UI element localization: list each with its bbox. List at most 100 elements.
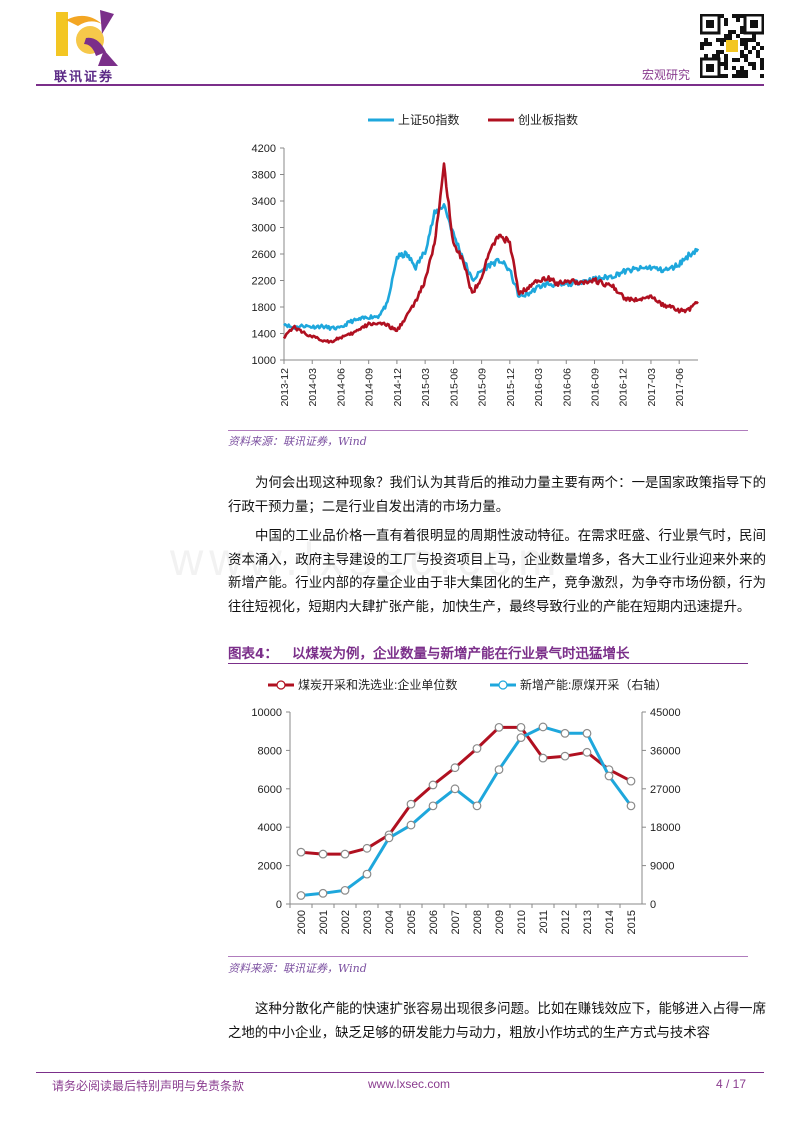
footer-disclaimer: 请务必阅读最后特别声明与免责条款 (52, 1079, 245, 1093)
qr-module (760, 46, 764, 50)
qr-module (724, 18, 728, 22)
x-tick-label: 2003 (362, 910, 374, 934)
qr-module (744, 42, 748, 46)
qr-logo (726, 40, 738, 52)
data-point-1 (626, 776, 636, 786)
qr-module (756, 42, 760, 46)
x-tick-label: 2017-06 (674, 368, 686, 407)
qr-module (736, 18, 740, 22)
x-tick-label: 2014 (604, 910, 616, 934)
y-tick-label: 4200 (252, 143, 276, 155)
qr-module (740, 70, 744, 74)
data-point-2 (450, 784, 460, 794)
footer-url[interactable]: www.lxsec.com (368, 1077, 451, 1091)
data-point-1 (472, 744, 482, 753)
data-point-2 (516, 733, 526, 742)
index-line-chart: 上证50指数 创业板指数 1000 1400 1800 2200 2600 3000 3400 3… (252, 112, 700, 407)
qr-module (720, 14, 724, 18)
qr-module (716, 38, 720, 42)
y-right-tick-label: 18000 (650, 822, 681, 834)
qr-module (740, 54, 744, 58)
qr-module (752, 62, 756, 66)
qr-module (736, 58, 740, 62)
series-line-2 (300, 725, 633, 897)
qr-module (748, 62, 752, 66)
legend-label-1: 上证50指数 (398, 112, 459, 127)
y-left-tick-label: 2000 (258, 861, 282, 873)
x-tick-label: 2015-09 (477, 368, 489, 407)
qr-module (720, 38, 724, 42)
data-point-2 (428, 801, 438, 811)
chart-1: 上证50指数 创业板指数 1000 1400 1800 2200 2600 3000 3400 3… (228, 104, 748, 434)
y-left-tick-label: 6000 (258, 784, 282, 796)
y-right-tick-label: 36000 (650, 745, 681, 757)
qr-finder-center (750, 20, 758, 28)
x-tick-label: 2016-09 (590, 368, 602, 407)
qr-module (760, 74, 764, 78)
y-tick-label: 3800 (252, 170, 276, 182)
x-tick-label: 2017-03 (646, 368, 658, 407)
paragraph-2: 中国的工业品价格一直有着很明显的周期性波动特征。在需求旺盛、行业景气时，民间资本… (228, 529, 766, 615)
qr-module (744, 58, 748, 62)
data-point-1 (406, 799, 416, 809)
x-tick-label: 2016-03 (533, 368, 545, 407)
data-point-2 (494, 765, 504, 774)
qr-module (732, 14, 736, 18)
header-category: 宏观研究 (642, 68, 691, 82)
qr-module (748, 38, 752, 42)
data-point-1 (450, 763, 460, 773)
footer-rule (36, 1072, 764, 1073)
logo (56, 10, 120, 66)
qr-module (712, 54, 716, 58)
y-left-tick-label: 10000 (251, 707, 282, 719)
qr-finder-center (706, 20, 714, 28)
qr-module (760, 62, 764, 66)
x-tick-label: 2013-12 (279, 368, 291, 407)
qr-module (760, 66, 764, 70)
qr-module (736, 70, 740, 74)
watermark: www.lxsec.com (170, 533, 563, 585)
qr-module (740, 74, 744, 78)
figure-4-rule (228, 663, 748, 664)
qr-module (736, 74, 740, 78)
data-point-2 (604, 771, 614, 781)
x-tick-label: 2013 (582, 910, 594, 934)
qr-module (752, 66, 756, 70)
qr-module (724, 62, 728, 66)
qr-module (704, 38, 708, 42)
qr-module (724, 66, 728, 70)
x-tick-label: 2015-03 (420, 368, 432, 407)
qr-module (700, 42, 704, 46)
qr-module (728, 34, 732, 38)
y-right-tick-label: 45000 (650, 707, 681, 719)
y-tick-label: 1400 (252, 329, 276, 341)
y-right-tick-label: 27000 (650, 784, 681, 796)
qr-module (752, 38, 756, 42)
y-right-tick-label: 0 (650, 899, 656, 911)
x-tick-label: 2005 (406, 910, 418, 934)
qr-module (720, 42, 724, 46)
data-point-1 (538, 753, 548, 763)
legend-label-2: 新增产能:原煤开采（右轴） (520, 677, 667, 692)
logo-text: 联讯证券 (54, 70, 115, 85)
qr-code (699, 13, 765, 79)
qr-module (740, 14, 744, 18)
x-tick-label: 2015-12 (505, 368, 517, 407)
data-point-2 (296, 891, 306, 900)
x-tick-label: 2015 (626, 910, 638, 934)
data-point-2 (626, 801, 636, 811)
qr-module (732, 66, 736, 70)
x-tick-label: 2012 (560, 910, 572, 934)
qr-module (740, 30, 744, 34)
data-point-1 (494, 722, 504, 732)
x-tick-label: 2008 (472, 910, 484, 934)
qr-module (724, 58, 728, 62)
qr-module (740, 38, 744, 42)
x-tick-label: 2011 (538, 910, 550, 934)
x-tick-label: 2002 (340, 910, 352, 934)
data-point-2 (406, 820, 416, 830)
data-point-2 (582, 728, 592, 738)
x-tick-label: 2014-12 (392, 368, 404, 407)
x-tick-label: 2014-09 (364, 368, 376, 407)
data-point-1 (582, 747, 592, 757)
